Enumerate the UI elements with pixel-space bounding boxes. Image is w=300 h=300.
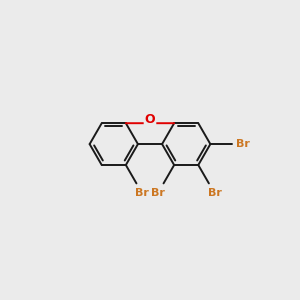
Text: Br: Br bbox=[208, 188, 221, 198]
Text: Br: Br bbox=[151, 188, 165, 198]
Text: Br: Br bbox=[135, 188, 149, 198]
Text: Br: Br bbox=[236, 139, 250, 149]
Text: O: O bbox=[145, 113, 155, 126]
